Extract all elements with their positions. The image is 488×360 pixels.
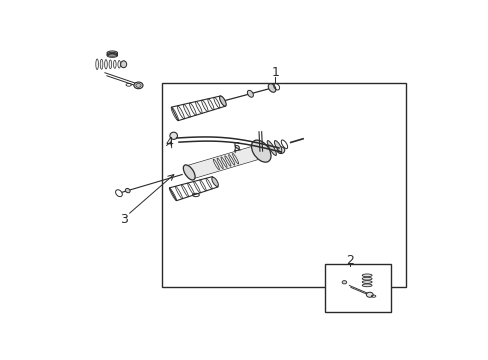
Ellipse shape <box>220 96 225 106</box>
Ellipse shape <box>169 188 176 201</box>
Ellipse shape <box>362 274 371 277</box>
Ellipse shape <box>362 277 371 280</box>
Ellipse shape <box>122 61 125 68</box>
Ellipse shape <box>266 141 276 156</box>
Ellipse shape <box>118 60 121 68</box>
Ellipse shape <box>193 181 200 193</box>
Text: 1: 1 <box>271 66 279 79</box>
Ellipse shape <box>213 98 220 108</box>
Ellipse shape <box>342 281 346 284</box>
Text: 3: 3 <box>120 213 127 226</box>
Ellipse shape <box>189 103 196 115</box>
Ellipse shape <box>177 106 184 119</box>
Text: 5: 5 <box>233 141 241 154</box>
Ellipse shape <box>274 140 281 152</box>
Ellipse shape <box>251 140 270 162</box>
Ellipse shape <box>201 100 207 112</box>
Ellipse shape <box>247 90 253 97</box>
Bar <box>324 264 390 312</box>
Ellipse shape <box>277 147 284 153</box>
Ellipse shape <box>207 99 214 110</box>
Ellipse shape <box>187 183 194 195</box>
Polygon shape <box>185 143 269 179</box>
Ellipse shape <box>183 104 190 117</box>
Ellipse shape <box>134 82 142 89</box>
Ellipse shape <box>96 59 98 69</box>
Ellipse shape <box>181 185 188 197</box>
Ellipse shape <box>175 186 182 199</box>
Ellipse shape <box>113 60 116 68</box>
Ellipse shape <box>100 59 102 69</box>
Bar <box>161 84 405 287</box>
Ellipse shape <box>366 292 372 297</box>
Ellipse shape <box>125 188 130 193</box>
Ellipse shape <box>195 102 202 113</box>
Text: 2: 2 <box>345 254 353 267</box>
Ellipse shape <box>219 96 226 106</box>
Ellipse shape <box>107 51 117 55</box>
Ellipse shape <box>121 61 126 68</box>
Ellipse shape <box>136 84 141 87</box>
Ellipse shape <box>212 177 218 187</box>
Ellipse shape <box>362 284 371 287</box>
Ellipse shape <box>171 107 178 121</box>
Ellipse shape <box>183 165 195 180</box>
Ellipse shape <box>211 177 218 186</box>
Ellipse shape <box>268 84 275 92</box>
Ellipse shape <box>104 60 107 69</box>
Ellipse shape <box>109 60 111 69</box>
Ellipse shape <box>205 178 212 189</box>
Text: 4: 4 <box>165 136 173 149</box>
Ellipse shape <box>200 180 206 191</box>
Ellipse shape <box>169 132 177 139</box>
Ellipse shape <box>362 281 371 283</box>
